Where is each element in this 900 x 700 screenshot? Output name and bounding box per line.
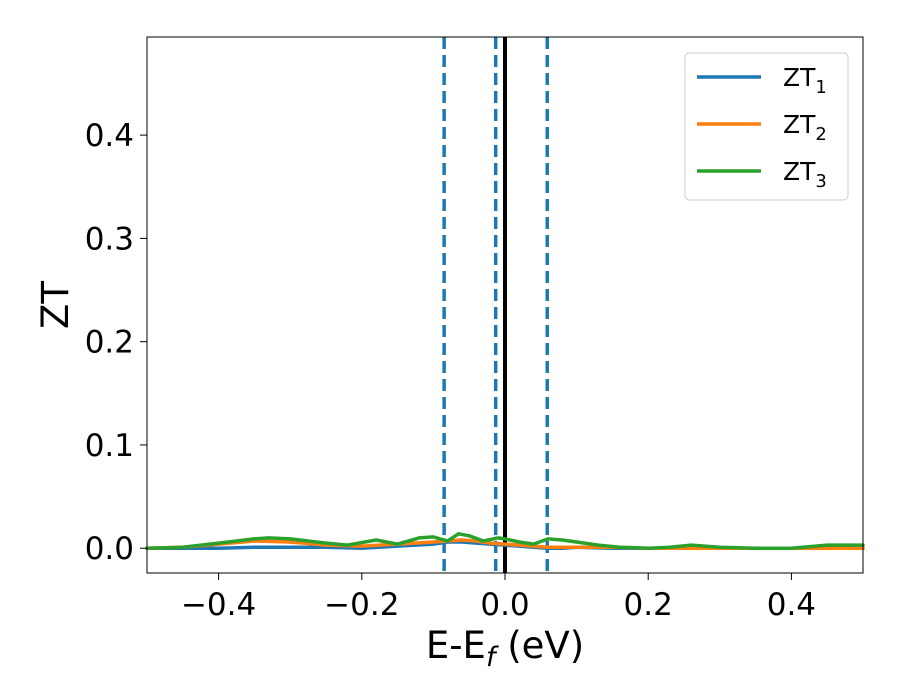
x-axis-label-main: E-E <box>426 624 486 667</box>
series-line-2 <box>145 538 865 550</box>
y-tick-label: 0.2 <box>85 325 134 361</box>
y-tick-label: 0.3 <box>85 221 134 257</box>
series-lines <box>145 532 865 550</box>
y-tick-label: 0.0 <box>85 531 134 567</box>
y-tick-label: 0.1 <box>85 428 134 464</box>
x-tick-label: −0.2 <box>324 587 399 623</box>
vertical-lines <box>442 37 549 573</box>
y-ticks: 0.0 0.1 0.2 0.3 0.4 <box>85 118 147 567</box>
series-line-3 <box>145 532 865 550</box>
x-tick-label: 0.2 <box>624 587 673 623</box>
x-ticks: −0.4 −0.2 0.0 0.2 0.4 <box>181 573 816 623</box>
legend-label-2: ZT2 <box>783 110 827 145</box>
legend-label-3: ZT3 <box>783 157 827 192</box>
x-tick-label: 0.0 <box>480 587 529 623</box>
x-axis-label: E-Ef (eV) <box>426 624 584 673</box>
legend: ZT1 ZT2 ZT3 <box>684 52 849 201</box>
y-axis-label: ZT <box>34 281 77 329</box>
x-tick-label: −0.4 <box>181 587 256 623</box>
legend-label-1: ZT1 <box>783 63 827 98</box>
x-axis-label-suffix: (eV) <box>495 624 584 667</box>
y-tick-label: 0.4 <box>85 118 134 154</box>
x-tick-label: 0.4 <box>767 587 816 623</box>
legend-box <box>684 52 849 201</box>
